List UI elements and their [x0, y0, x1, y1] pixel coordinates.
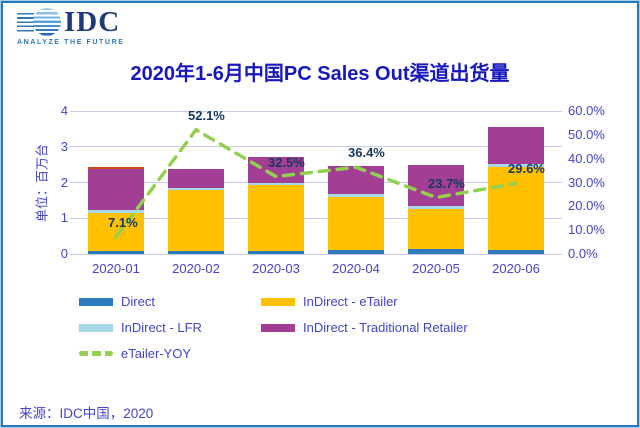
legend-item: Direct	[79, 294, 261, 309]
yoy-line	[114, 127, 518, 239]
yoy-point-label: 29.6%	[508, 161, 545, 177]
grid-line	[70, 182, 562, 183]
grid-line	[70, 217, 562, 219]
bar-segment	[488, 167, 544, 251]
right-axis-tick: 0.0%	[568, 246, 598, 261]
legend-swatch	[261, 323, 295, 332]
left-axis-tick: 1	[60, 210, 68, 226]
bar-segment	[488, 250, 544, 254]
bar-segment	[88, 168, 144, 211]
bar-segment	[88, 210, 144, 213]
idc-brand-text: IDC	[64, 6, 121, 38]
bar-segment	[328, 250, 384, 254]
bar-segment	[488, 127, 544, 164]
right-axis-tick: 50.0%	[568, 126, 605, 142]
bar-segment	[408, 206, 464, 210]
grid-line	[70, 253, 562, 255]
legend-label: InDirect - Traditional Retailer	[303, 320, 468, 335]
x-axis-label: 2020-01	[92, 261, 140, 276]
bar-segment	[168, 189, 224, 252]
bar-segment	[408, 164, 464, 207]
idc-logo: IDC ANALYZE THE FUTURE	[17, 8, 125, 46]
bar-segment	[88, 251, 144, 254]
legend-swatch	[79, 323, 113, 332]
right-axis-tick: 60.0%	[568, 103, 605, 118]
x-axis-label: 2020-02	[172, 261, 220, 276]
yoy-point-label: 32.5%	[268, 154, 305, 170]
left-axis-tick: 0	[60, 246, 68, 261]
bar-segment	[328, 197, 384, 251]
yoy-point-label: 23.7%	[428, 175, 465, 191]
legend-label: InDirect - LFR	[121, 320, 202, 335]
yoy-point-label: 52.1%	[188, 107, 225, 123]
bar-segment	[168, 187, 224, 190]
bar-segment	[168, 251, 224, 254]
grid-line	[70, 146, 562, 148]
right-axis-tick: 20.0%	[568, 198, 605, 214]
left-axis-tick: 3	[60, 138, 68, 154]
x-axis-label: 2020-05	[412, 261, 460, 276]
yoy-point-label: 36.4%	[348, 145, 385, 161]
plot-area: 0 1 2 3 4 0.0% 10.0% 20.0% 30.0% 40.0% 50.0% 60.0% 2…	[61, 103, 605, 276]
legend-label: Direct	[121, 294, 155, 309]
bar-segment	[88, 212, 144, 252]
x-axis-label: 2020-06	[492, 261, 540, 276]
legend-item: InDirect - eTailer	[261, 294, 468, 309]
left-axis-tick: 2	[60, 174, 68, 190]
x-axis-label: 2020-03	[252, 261, 300, 276]
bar-segment	[248, 185, 304, 251]
legend-label: eTailer-YOY	[121, 346, 192, 361]
bar-segment	[408, 249, 464, 254]
legend-label: InDirect - eTailer	[303, 294, 398, 309]
right-axis-tick: 10.0%	[568, 222, 605, 238]
legend-item: InDirect - LFR	[79, 320, 261, 335]
bar-segment	[248, 182, 304, 186]
idc-globe-icon	[17, 8, 61, 36]
chart-title: 2020年1-6月中国PC Sales Out渠道出货量	[130, 63, 510, 85]
grid-line	[70, 110, 562, 112]
right-axis-tick: 40.0%	[568, 150, 605, 166]
bar-segment	[248, 250, 304, 254]
bar-segment	[408, 209, 464, 250]
bar-segment	[328, 193, 384, 198]
first-bar-top-accent	[88, 166, 144, 169]
bar-segment	[248, 157, 304, 183]
yoy-point-label: 7.1%	[108, 215, 138, 231]
bar-segment	[168, 169, 224, 188]
legend-swatch	[261, 297, 295, 306]
idc-tagline: ANALYZE THE FUTURE	[17, 39, 125, 46]
legend-item: InDirect - Traditional Retailer	[261, 320, 468, 335]
bar-segment	[488, 163, 544, 168]
source-note: 来源：IDC中国，2020	[19, 406, 154, 421]
legend: Direct InDirect - eTailer InDirect - LFR In…	[79, 294, 468, 361]
legend-item: eTailer-YOY	[79, 346, 261, 361]
x-axis-label: 2020-04	[332, 261, 380, 276]
legend-swatch	[79, 297, 113, 306]
right-axis-tick: 30.0%	[568, 174, 605, 190]
legend-dash-swatch	[79, 351, 113, 356]
left-axis-tick: 4	[60, 103, 68, 118]
